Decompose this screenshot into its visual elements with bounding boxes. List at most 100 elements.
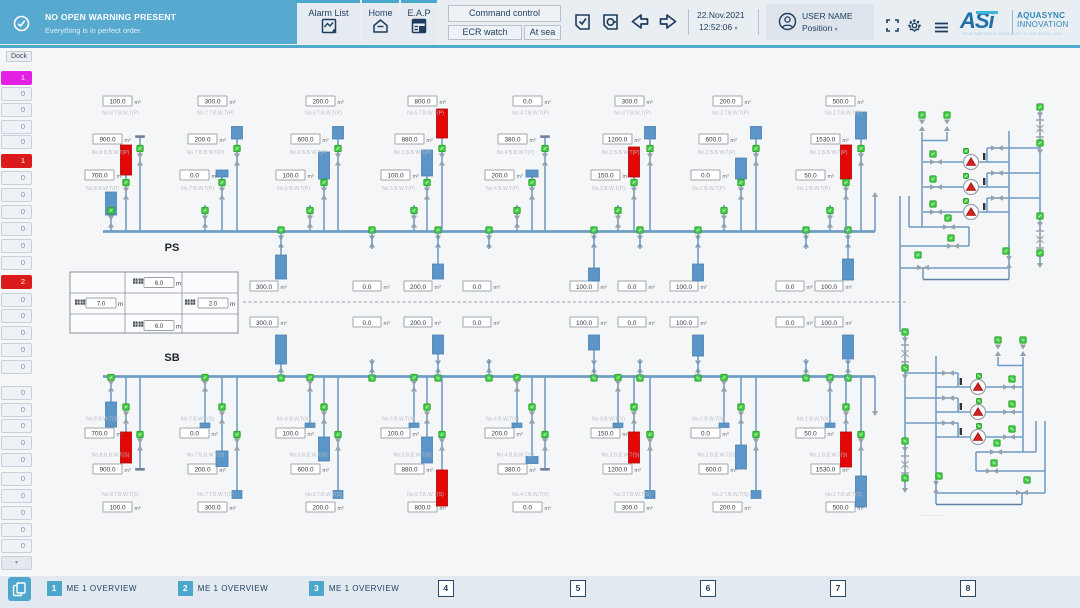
svg-text:No.2 T.B.W.T(P): No.2 T.B.W.T(P) (712, 111, 749, 117)
svg-text:500.0: 500.0 (833, 505, 849, 512)
svg-text:0.0: 0.0 (363, 284, 372, 291)
svg-text:m³: m³ (635, 138, 641, 144)
svg-text:m³: m³ (323, 468, 329, 474)
svg-text:m³: m³ (517, 432, 523, 438)
svg-text:No.3 B.W.T(S): No.3 B.W.T(S) (592, 417, 625, 423)
svg-text:m: m (230, 302, 235, 308)
svg-text:m³: m³ (135, 100, 141, 106)
svg-text:m³: m³ (635, 468, 641, 474)
svg-text:No.4 B.W.T(P): No.4 B.W.T(P) (486, 186, 519, 192)
svg-text:0.0: 0.0 (473, 320, 482, 327)
svg-text:m³: m³ (601, 321, 607, 327)
svg-text:No.3 B.W.T(P): No.3 B.W.T(P) (592, 186, 625, 192)
svg-text:m³: m³ (435, 285, 441, 291)
svg-text:m³: m³ (323, 138, 329, 144)
svg-text:200.0: 200.0 (195, 467, 211, 474)
svg-text:600.0: 600.0 (706, 467, 722, 474)
svg-text:0.0: 0.0 (473, 284, 482, 291)
svg-text:50.0: 50.0 (804, 431, 817, 438)
svg-text:m³: m³ (494, 321, 500, 327)
svg-text:50.0: 50.0 (804, 173, 817, 180)
svg-text:No.1 B.W.T(S): No.1 B.W.T(S) (797, 417, 830, 423)
svg-text:300.0: 300.0 (622, 505, 638, 512)
svg-text:PS: PS (165, 242, 180, 254)
svg-text:No.4 B.W.T(S): No.4 B.W.T(S) (486, 417, 519, 423)
svg-text:100.0: 100.0 (283, 173, 299, 180)
svg-text:No.2 B.W.T(S): No.2 B.W.T(S) (692, 417, 725, 423)
svg-text:No.2 B.B.W.T(S): No.2 B.B.W.T(S) (698, 453, 736, 459)
svg-text:880.0: 880.0 (402, 137, 418, 144)
svg-text:0.0: 0.0 (190, 431, 199, 438)
svg-text:m³: m³ (135, 506, 141, 512)
svg-text:m³: m³ (212, 432, 218, 438)
svg-text:No.7 B.W.T(P): No.7 B.W.T(P) (181, 186, 214, 192)
svg-text:No.6 B.W.T(S): No.6 B.W.T(S) (277, 417, 310, 423)
svg-text:900.0: 900.0 (100, 137, 116, 144)
svg-text:No.1 B.W.T(P): No.1 B.W.T(P) (797, 186, 830, 192)
svg-text:m³: m³ (807, 321, 813, 327)
svg-text:0.0: 0.0 (363, 320, 372, 327)
svg-text:m: m (118, 302, 123, 308)
svg-text:No.6 T.B.W.T(P): No.6 T.B.W.T(P) (305, 111, 342, 117)
svg-text:500.0: 500.0 (833, 99, 849, 106)
svg-text:m³: m³ (647, 100, 653, 106)
svg-text:880.0: 880.0 (402, 467, 418, 474)
svg-text:m³: m³ (308, 174, 314, 180)
svg-text:m³: m³ (858, 100, 864, 106)
svg-text:m³: m³ (807, 285, 813, 291)
svg-text:0.0: 0.0 (786, 320, 795, 327)
svg-text:m³: m³ (427, 468, 433, 474)
svg-text:m³: m³ (220, 138, 226, 144)
svg-text:m³: m³ (745, 506, 751, 512)
svg-text:No.3 T.B.W.T(S): No.3 T.B.W.T(S) (614, 492, 651, 498)
svg-text:m³: m³ (220, 468, 226, 474)
svg-text:0.0: 0.0 (628, 320, 637, 327)
svg-text:m³: m³ (545, 506, 551, 512)
svg-text:No.5 T.B.W.T(P): No.5 T.B.W.T(P) (407, 111, 444, 117)
svg-text:m³: m³ (723, 432, 729, 438)
svg-text:2.0: 2.0 (209, 302, 218, 308)
svg-text:No.8 B.B.W.T(P): No.8 B.B.W.T(P) (92, 150, 130, 156)
svg-text:No.1 T.B.W.T(S): No.1 T.B.W.T(S) (825, 492, 862, 498)
svg-text:No.7 B.W.T(S): No.7 B.W.T(S) (181, 417, 214, 423)
svg-text:No.6 T.B.W.T(S): No.6 T.B.W.T(S) (305, 492, 342, 498)
svg-text:No.1 B.B.W.T(S): No.1 B.B.W.T(S) (810, 453, 848, 459)
svg-text:300.0: 300.0 (622, 99, 638, 106)
svg-text:m³: m³ (843, 468, 849, 474)
svg-text:100.0: 100.0 (821, 320, 837, 327)
svg-text:6.0: 6.0 (155, 281, 164, 287)
svg-text:No.4 B.B.W.T(P): No.4 B.B.W.T(P) (497, 150, 535, 156)
svg-text:SB: SB (164, 352, 179, 364)
svg-text:No.4 T.B.W.T(S): No.4 T.B.W.T(S) (512, 492, 549, 498)
svg-text:200.0: 200.0 (313, 99, 329, 106)
svg-text:m³: m³ (623, 432, 629, 438)
svg-text:m³: m³ (846, 285, 852, 291)
svg-text:380.0: 380.0 (505, 467, 521, 474)
svg-text:0.0: 0.0 (786, 284, 795, 291)
svg-text:900.0: 900.0 (100, 467, 116, 474)
svg-text:m³: m³ (530, 468, 536, 474)
svg-text:m³: m³ (281, 321, 287, 327)
svg-text:m³: m³ (435, 321, 441, 327)
svg-text:m: m (176, 282, 181, 288)
svg-text:200.0: 200.0 (720, 99, 736, 106)
svg-text:No.2 T.B.W.T(S): No.2 T.B.W.T(S) (712, 492, 749, 498)
svg-text:7.0: 7.0 (97, 302, 106, 308)
svg-text:No.6 B.B.W.T(P): No.6 B.B.W.T(P) (290, 150, 328, 156)
svg-text:0.0: 0.0 (628, 284, 637, 291)
svg-text:No.5 B.W.T(S): No.5 B.W.T(S) (382, 417, 415, 423)
svg-text:m³: m³ (623, 174, 629, 180)
svg-text:m³: m³ (117, 432, 123, 438)
svg-text:No.1 B.B.W.T(P): No.1 B.B.W.T(P) (810, 150, 848, 156)
svg-text:m³: m³ (308, 432, 314, 438)
svg-text:m³: m³ (338, 506, 344, 512)
svg-text:No.1 T.B.W.T(P): No.1 T.B.W.T(P) (825, 111, 862, 117)
svg-text:m³: m³ (858, 506, 864, 512)
svg-text:100.0: 100.0 (576, 284, 592, 291)
svg-text:m³: m³ (731, 468, 737, 474)
svg-text:m³: m³ (440, 100, 446, 106)
svg-text:0.0: 0.0 (701, 173, 710, 180)
svg-text:m³: m³ (125, 468, 131, 474)
svg-text:200.0: 200.0 (410, 284, 426, 291)
svg-text:200.0: 200.0 (313, 505, 329, 512)
